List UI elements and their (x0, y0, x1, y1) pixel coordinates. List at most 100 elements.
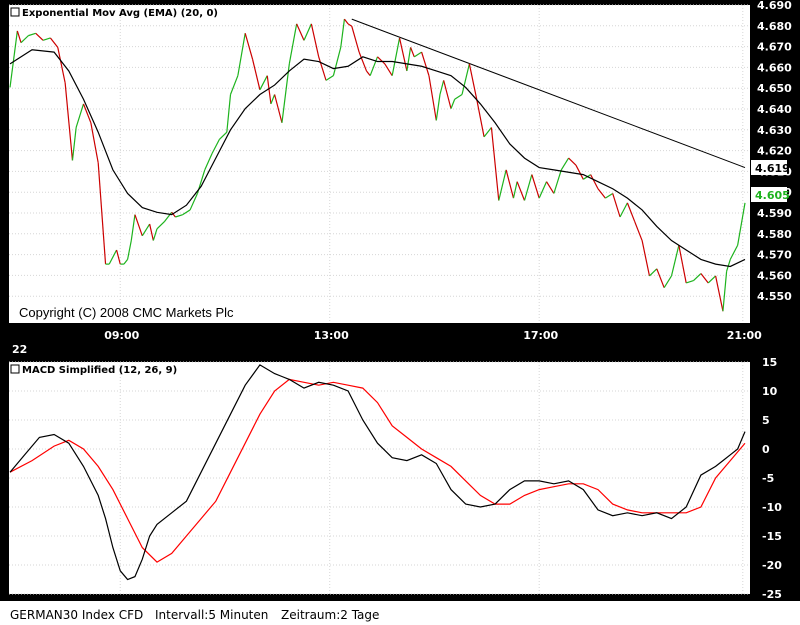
copyright-text: Copyright (C) 2008 CMC Markets Plc (19, 305, 234, 320)
price-segment (391, 37, 401, 76)
price-segment (468, 63, 478, 100)
price-segment (428, 75, 437, 121)
price-title-checkbox[interactable] (10, 7, 20, 17)
price-segment (681, 263, 687, 284)
price-segment (590, 174, 599, 190)
price-segment (310, 23, 320, 57)
day-label: 22 (12, 343, 27, 356)
macd-y-tick: -10 (762, 501, 782, 514)
price-y-tick: 4.640 (757, 103, 792, 116)
macd-line (9, 364, 746, 581)
price-segment (229, 75, 239, 95)
price-segment (351, 26, 360, 53)
price-segment (450, 99, 456, 109)
current-price-box (751, 187, 787, 202)
trendline-price-box (751, 160, 787, 175)
macd-y-tick: 5 (762, 414, 770, 427)
price-segment (251, 59, 261, 90)
trendline (351, 18, 746, 169)
price-segment (605, 192, 614, 199)
price-segment (490, 127, 500, 201)
price-segment (366, 70, 371, 77)
price-y-tick: 4.680 (757, 20, 792, 33)
price-segment (398, 37, 408, 72)
price-segment (244, 33, 254, 60)
price-segment (546, 181, 555, 194)
price-segment (115, 249, 121, 265)
price-segment (288, 23, 298, 64)
price-segment (266, 75, 272, 105)
price-segment (71, 127, 77, 161)
price-segment (454, 94, 463, 100)
price-segment (332, 47, 342, 76)
price-y-tick: 4.560 (757, 269, 792, 282)
price-segment (516, 181, 526, 201)
price-segment (189, 193, 198, 211)
price-segment (686, 280, 694, 284)
price-segment (439, 80, 445, 95)
price-y-tick: 4.630 (757, 124, 792, 137)
price-segment (156, 221, 165, 230)
price-x-tick: 17:00 (523, 329, 558, 342)
price-segment (141, 223, 151, 237)
price-x-tick: 21:00 (727, 329, 762, 342)
price-segment (281, 63, 290, 123)
price-segment (729, 244, 739, 260)
price-segment (57, 47, 66, 83)
price-segment (340, 19, 346, 48)
macd-grid (9, 361, 750, 595)
price-segment (406, 47, 412, 72)
price-segment (358, 51, 368, 72)
footer-bar: GERMAN30 Index CFD Intervall:5 Minuten Z… (0, 601, 800, 625)
price-segment (413, 51, 422, 58)
macd-y-tick: 15 (762, 356, 777, 369)
price-segment (204, 153, 213, 171)
ema-line (9, 49, 746, 268)
price-segment (325, 75, 334, 81)
price-segment (612, 193, 621, 218)
price-segment (512, 181, 518, 199)
price-segment (175, 214, 183, 218)
price-segment (274, 94, 283, 123)
price-segment (476, 99, 485, 138)
price-segment (152, 228, 158, 241)
price-segment (707, 275, 717, 284)
price-segment (347, 23, 353, 27)
price-segment (678, 245, 684, 265)
period-label: Zeitraum:2 Tage (281, 608, 380, 622)
price-segment (82, 103, 92, 123)
price-segment (498, 169, 507, 201)
price-segment (296, 23, 305, 41)
price-segment (134, 214, 143, 237)
price-segment (634, 221, 643, 241)
price-segment (343, 18, 349, 25)
price-segment (130, 214, 136, 241)
price-segment (211, 138, 221, 154)
price-segment (108, 249, 118, 265)
price-segment (737, 202, 746, 246)
macd-y-tick: 10 (762, 385, 778, 398)
price-segment (505, 169, 515, 199)
price-x-axis: 09:00 13:00 17:00 21:00 (104, 329, 762, 342)
price-segment (560, 157, 570, 171)
macd-y-tick: -15 (762, 530, 782, 543)
price-segment (149, 223, 154, 241)
price-segment (75, 103, 85, 128)
price-segment (483, 127, 492, 138)
price-y-tick: 4.650 (757, 82, 792, 95)
price-segment (9, 30, 18, 88)
price-segment (318, 56, 327, 81)
price-segment (435, 94, 441, 121)
macd-y-tick: -25 (762, 588, 782, 601)
price-y-tick: 4.570 (757, 249, 792, 262)
price-y-tick: 4.590 (757, 207, 792, 220)
price-segment (259, 75, 268, 91)
macd-panel-title: MACD Simplified (12, 26, 9) (22, 365, 177, 376)
price-y-tick: 4.690 (757, 0, 792, 12)
price-panel-title: Exponential Mov Avg (EMA) (20, 0) (22, 8, 218, 19)
macd-y-tick: 0 (762, 443, 770, 456)
price-x-tick: 09:00 (104, 329, 139, 342)
macd-title-checkbox[interactable] (10, 364, 20, 374)
price-y-axis: 4.690 4.680 4.670 4.660 4.650 4.640 4.630 4.620… (757, 0, 792, 303)
